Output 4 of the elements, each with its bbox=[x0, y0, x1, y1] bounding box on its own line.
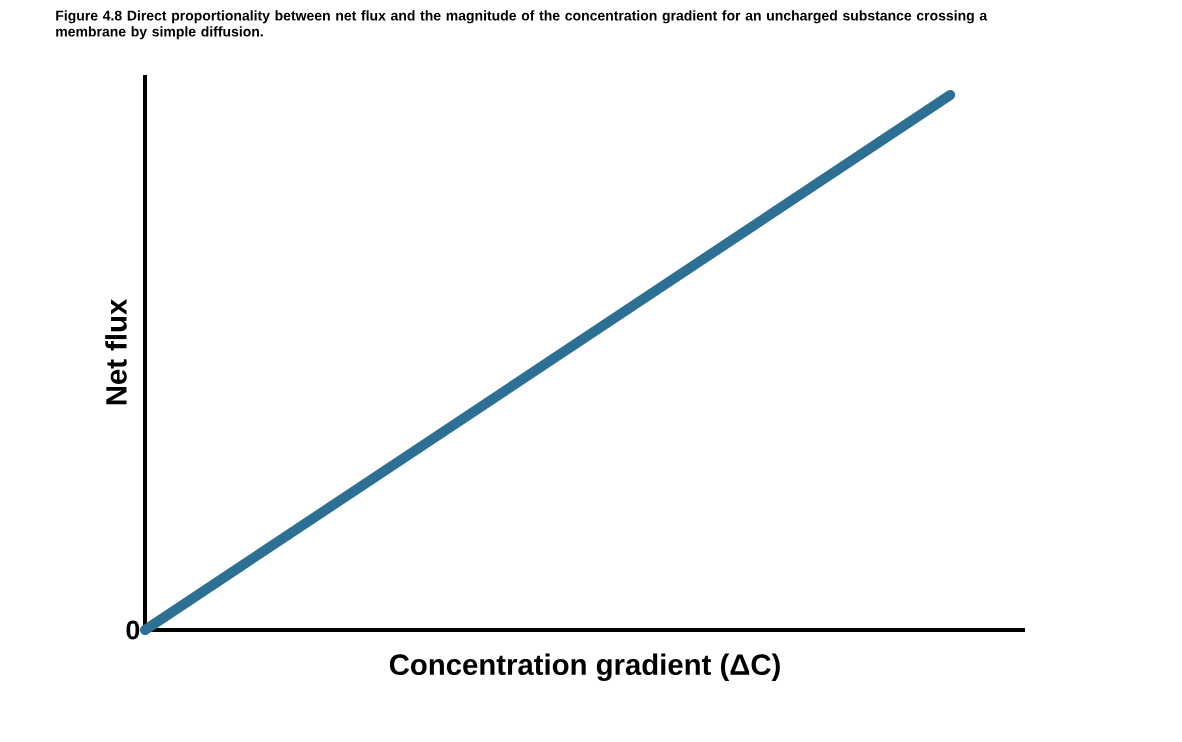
chart-title: Figure 4.8 Direct proportionality between net flux and the magnitude of the concentration gradient for an uncharged substance crossing a membrane by simple diffusion. bbox=[56, 10, 988, 40]
y-axis-title: Net flux bbox=[105, 298, 127, 405]
x-axis-title: Concentration gradient (ΔC) bbox=[389, 653, 780, 682]
annotation: 0 bbox=[126, 620, 140, 640]
